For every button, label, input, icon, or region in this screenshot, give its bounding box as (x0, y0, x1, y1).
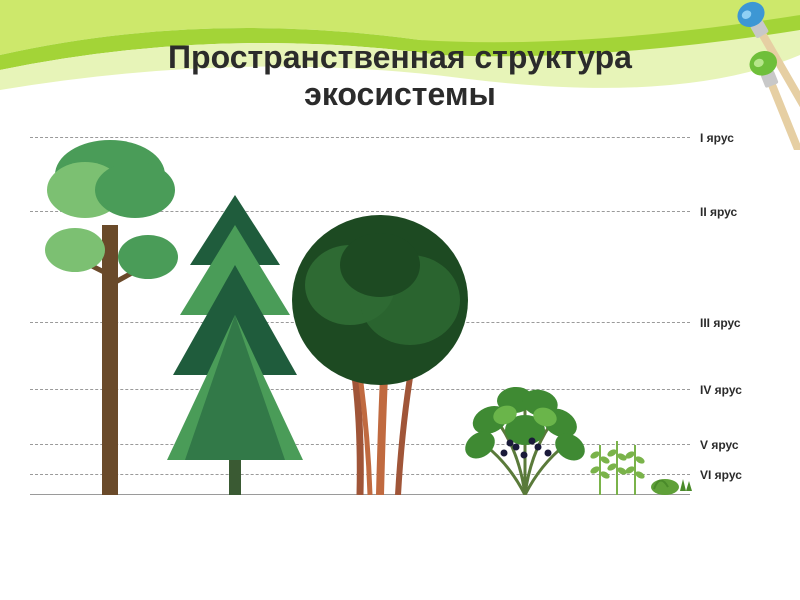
tier-label-6: VI ярус (700, 468, 742, 482)
moss-icon (650, 467, 695, 495)
tier-label-5: V ярус (700, 438, 739, 452)
page-title: Пространственная структура экосистемы (0, 39, 800, 113)
tier-diagram: I ярус II ярус III ярус IV ярус V ярус V… (30, 130, 770, 500)
deciduous-tree-icon (290, 205, 470, 495)
title-line-2: экосистемы (304, 76, 496, 112)
shrub-icon (460, 375, 590, 495)
spruce-tree-icon (165, 195, 305, 495)
pine-tree-icon (40, 135, 180, 495)
plants-layer (30, 130, 690, 500)
tier-label-3: III ярус (700, 316, 741, 330)
tier-label-2: II ярус (700, 205, 737, 219)
tier-label-4: IV ярус (700, 383, 742, 397)
title-line-1: Пространственная структура (168, 39, 632, 75)
herb-icon (585, 435, 650, 495)
